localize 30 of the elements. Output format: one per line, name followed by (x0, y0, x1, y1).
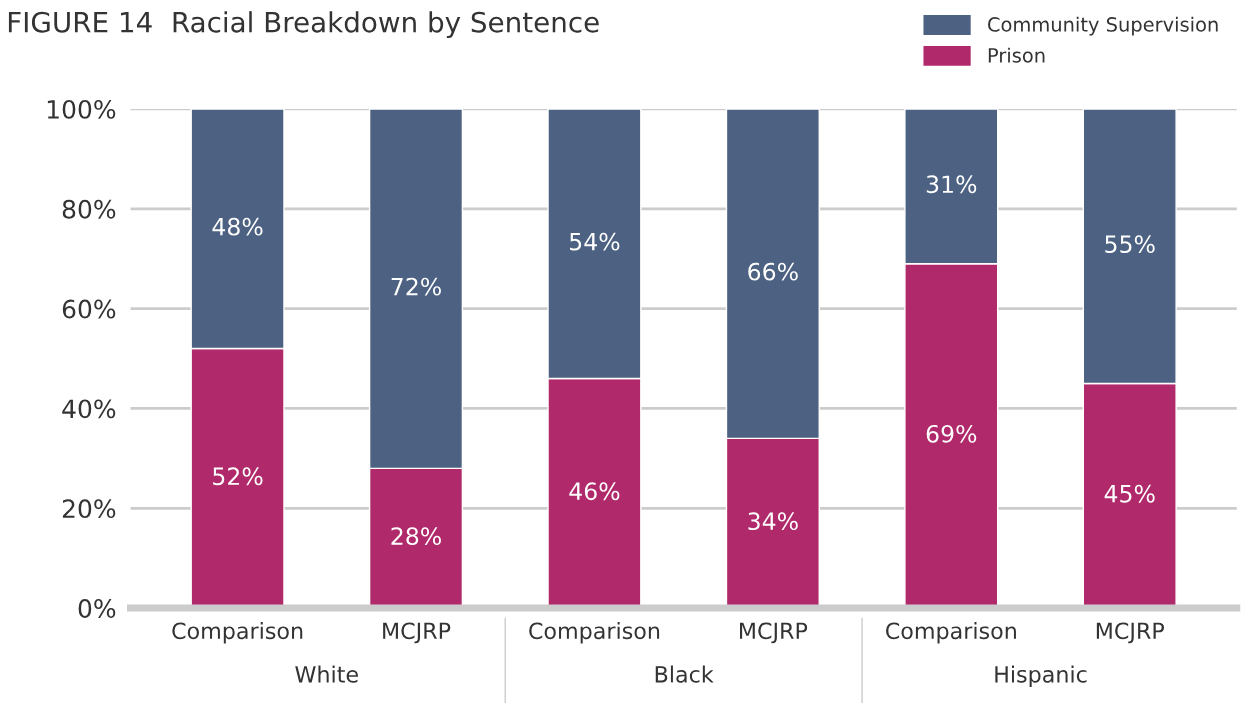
y-tick-label: 60% (62, 299, 116, 319)
x-tick-label: Comparison (172, 621, 303, 644)
data-label: 28% (391, 527, 441, 546)
y-tick-label: 0% (78, 599, 116, 618)
chart-title: FIGURE 14 Racial Breakdown by Sentence (8, 11, 599, 39)
data-label: 72% (391, 277, 441, 296)
y-tick-label: 40% (62, 399, 116, 419)
data-label: 48% (212, 217, 263, 236)
data-label: 46% (569, 482, 620, 501)
x-tick-label: Comparison (529, 621, 660, 644)
data-label: 69% (926, 424, 977, 443)
text: Hispanic (995, 665, 1087, 687)
y-tick-label: 80% (62, 199, 116, 219)
y-tick-label: 20% (62, 499, 116, 519)
legend-label: Prison (988, 47, 1045, 63)
data-label: 52% (213, 467, 263, 486)
text: Black (655, 665, 714, 683)
x-tick-label: MCJRP (383, 622, 451, 644)
data-label: 31% (926, 175, 977, 194)
data-label: 55% (1105, 235, 1155, 254)
x-tick-label: MCJRP (740, 622, 808, 644)
data-label: 66% (748, 262, 798, 281)
y-tick-label: 100% (47, 99, 116, 119)
text: White (295, 665, 358, 683)
data-label: 34% (748, 512, 798, 531)
data-label: 54% (570, 232, 620, 251)
x-tick-label: MCJRP (1096, 622, 1165, 644)
legend-label: Community Supervision (988, 16, 1218, 36)
data-label: 45% (1104, 484, 1155, 503)
x-tick-label: Comparison (886, 621, 1016, 644)
